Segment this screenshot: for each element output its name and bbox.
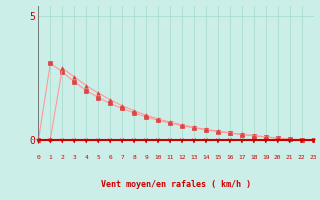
X-axis label: Vent moyen/en rafales ( km/h ): Vent moyen/en rafales ( km/h ): [101, 180, 251, 189]
